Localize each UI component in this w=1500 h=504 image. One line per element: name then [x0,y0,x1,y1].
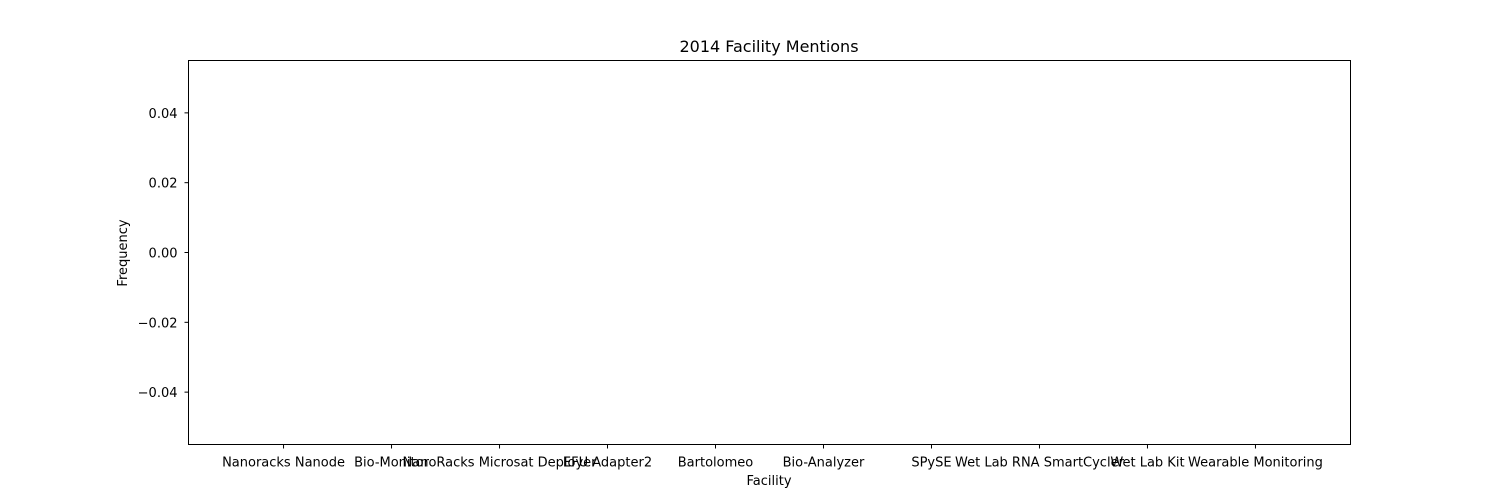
x-tick-label: Bartolomeo [678,456,754,471]
x-tick-label: Bio-Monitor [354,456,429,471]
x-tick-label: Bio-Analyzer [783,456,865,471]
y-tick-label: −0.02 [138,316,178,331]
y-tick-label: 0.02 [149,177,178,192]
x-tick-label: SPySE [911,456,951,471]
x-tick-label: Wet Lab RNA SmartCycler [955,456,1125,471]
x-axis-label: Facility [746,474,791,489]
y-tick-label: −0.04 [138,386,178,401]
y-axis-label: Frequency [116,219,131,286]
y-axis: 0.04 0.02 0.00 −0.02 −0.04 [138,107,189,401]
x-tick-label: EFU Adapter2 [563,456,652,471]
chart-title: 2014 Facility Mentions [679,37,858,56]
x-tick-label: Nanoracks Nanode [222,456,345,471]
x-tick-label: Wet Lab Kit [1110,456,1184,471]
plot-area-frame [188,60,1351,445]
y-tick-label: 0.04 [149,107,178,122]
x-tick-label: Wearable Monitoring [1188,456,1323,471]
x-tick-label: NanoRacks Microsat Deployer [403,456,598,471]
y-tick-label: 0.00 [149,247,178,262]
